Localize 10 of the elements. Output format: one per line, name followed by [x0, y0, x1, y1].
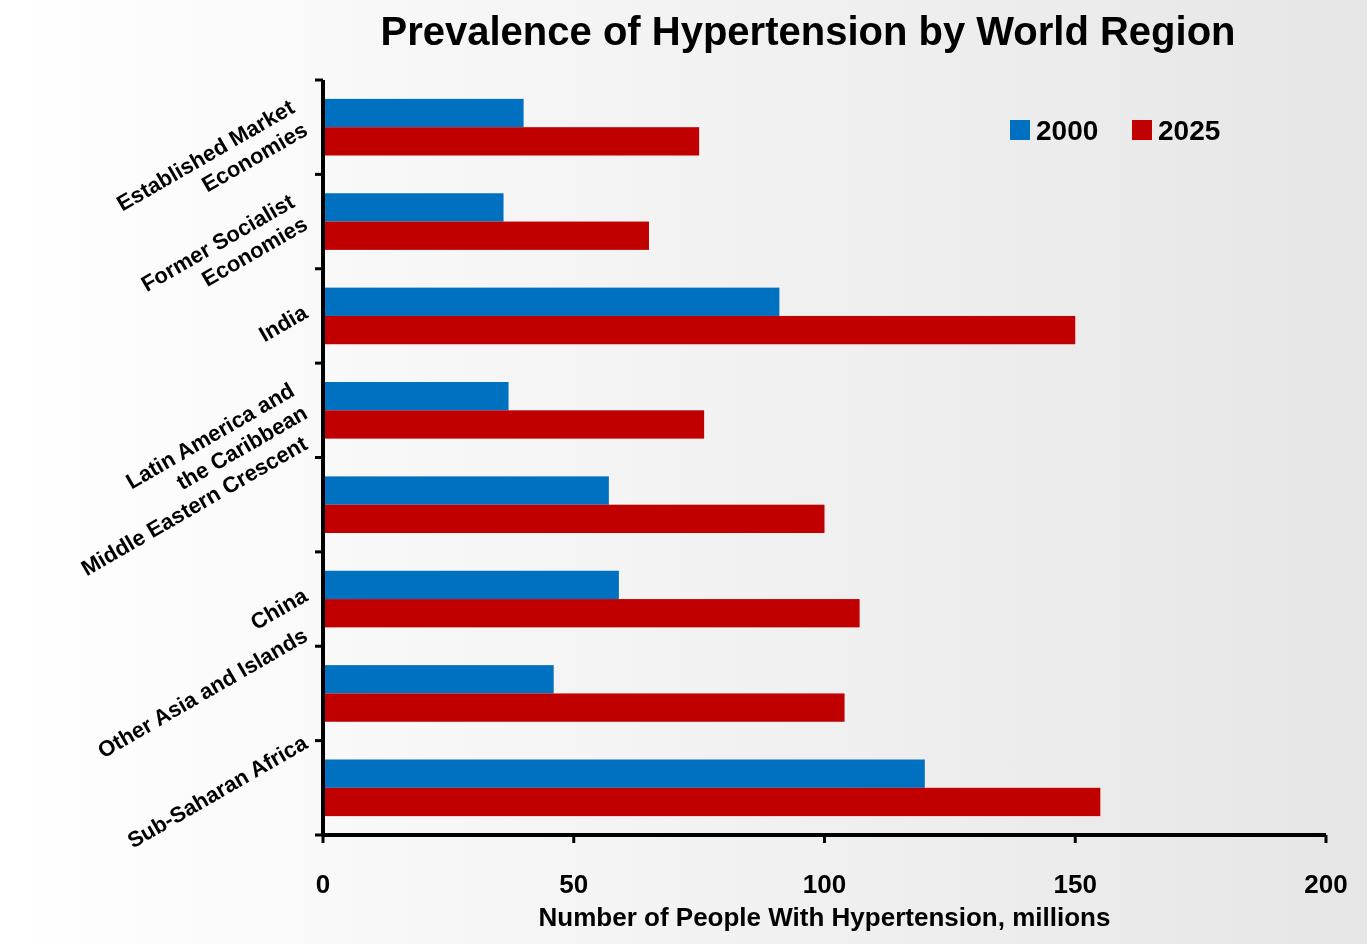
legend-label: 2025 [1158, 115, 1221, 146]
x-tick-label: 0 [315, 869, 331, 899]
x-tick-label: 200 [1304, 869, 1348, 899]
chart-title: Prevalence of Hypertension by World Region [380, 9, 1236, 53]
x-tick-label: 150 [1053, 869, 1097, 899]
legend-label: 2000 [1036, 115, 1099, 146]
x-tick-label: 50 [559, 869, 589, 899]
y-tick-label: India [254, 299, 313, 347]
x-tick-label: 100 [802, 869, 847, 899]
x-axis-title: Number of People With Hypertension, millions [538, 902, 1111, 932]
